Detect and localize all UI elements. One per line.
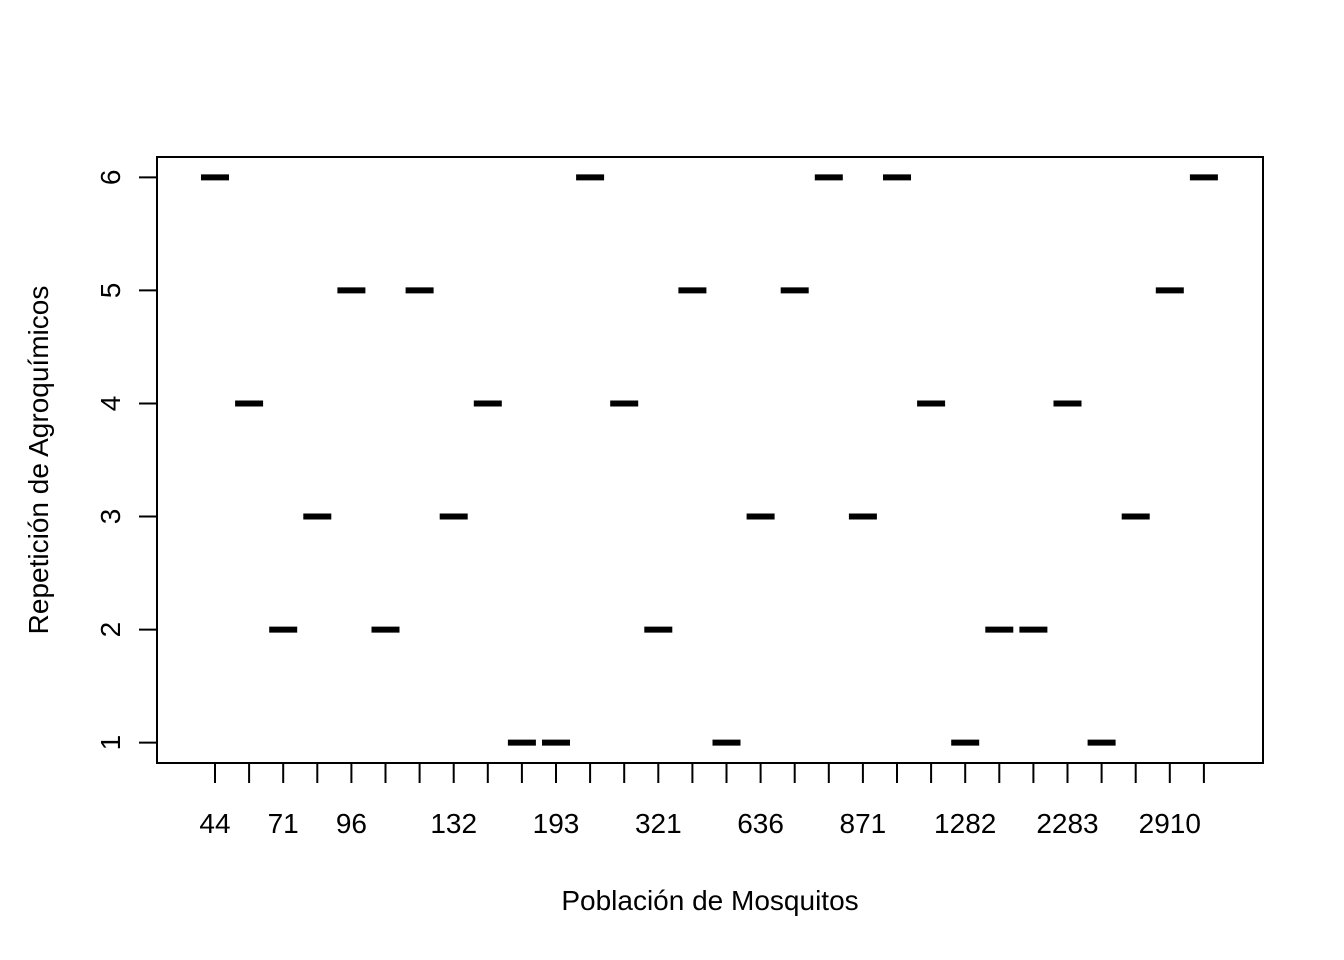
x-tick-label: 636 [737,808,784,839]
x-tick-label: 871 [840,808,887,839]
data-marks [201,174,1218,746]
y-axis-title: Repetición de Agroquímicos [23,286,54,635]
x-tick-label: 132 [430,808,477,839]
x-tick-label: 96 [336,808,367,839]
x-tick-label: 2910 [1139,808,1201,839]
x-tick-label: 321 [635,808,682,839]
x-tick-label: 2283 [1036,808,1098,839]
y-tick-label: 5 [95,283,126,299]
x-tick-label: 71 [268,808,299,839]
y-tick-label: 3 [95,509,126,525]
x-axis-title: Población de Mosquitos [561,885,858,916]
y-tick-label: 6 [95,170,126,186]
y-tick-label: 1 [95,735,126,751]
x-tick-label: 193 [533,808,580,839]
x-tick-label: 1282 [934,808,996,839]
x-tick-label: 44 [199,808,230,839]
y-tick-label: 4 [95,396,126,412]
y-axis: 1 2 3 4 5 6 [95,170,157,751]
y-tick-label: 2 [95,622,126,638]
x-axis: 44 71 96 132 193 321 636 871 1282 2283 2910 [199,763,1205,839]
plot-frame [156,156,1264,764]
